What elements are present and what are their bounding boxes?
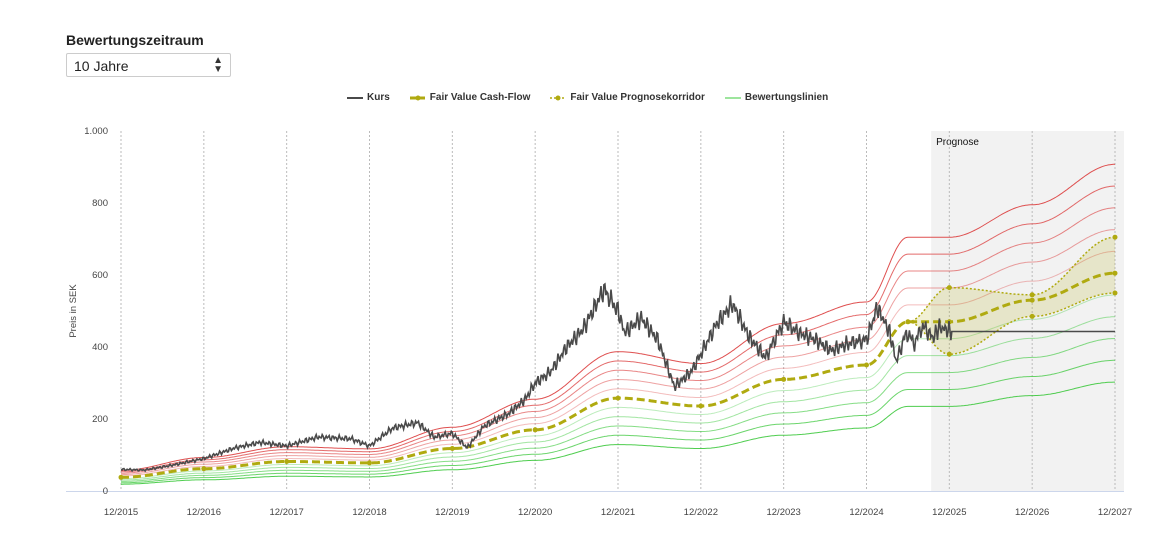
- y-axis-title: Preis in SEK: [68, 284, 79, 338]
- fair-value-point: [201, 466, 207, 472]
- kurs-line-icon: [347, 96, 363, 99]
- corridor-line-icon: [550, 95, 567, 100]
- fair-value-point: [118, 474, 124, 480]
- y-tick-label: 400: [92, 342, 108, 353]
- y-tick-label: 600: [92, 270, 108, 281]
- undervaluation-line: [120, 316, 1115, 481]
- legend-fair-value[interactable]: Fair Value Cash-Flow: [409, 92, 531, 103]
- fair-value-point: [946, 319, 952, 325]
- kurs-line: [120, 282, 1115, 473]
- valuation-line-icon: [724, 96, 741, 99]
- fair-value-point: [1112, 270, 1118, 276]
- x-tick-label: 12/2016: [187, 507, 221, 518]
- corridor-point: [1029, 292, 1035, 298]
- fair-value-line-icon: [409, 95, 426, 100]
- fair-value-point: [284, 458, 290, 464]
- fair-value-line: [121, 271, 1115, 479]
- fair-value-point: [698, 403, 704, 409]
- legend-kurs[interactable]: Kurs: [347, 92, 390, 103]
- legend-label: Bewertungslinien: [744, 92, 829, 103]
- x-tick-label: 12/2018: [352, 507, 386, 518]
- fair-value-point: [449, 446, 455, 452]
- x-tick-label: 12/2017: [269, 507, 303, 518]
- overvaluation-line: [121, 229, 1116, 476]
- select-arrows-icon: ▲ ▼: [213, 55, 223, 75]
- fair-value-point: [615, 395, 621, 401]
- forecast-region: [931, 131, 1124, 491]
- undervaluation-line: [121, 338, 1116, 482]
- fair-value-point: [905, 319, 911, 325]
- corridor-point: [1112, 290, 1118, 296]
- fair-value-point: [864, 362, 869, 368]
- fair-value-point: [532, 427, 538, 433]
- x-tick-label: 12/2019: [435, 507, 469, 518]
- legend-label: Kurs: [367, 92, 390, 103]
- x-tick-label: 12/2020: [518, 507, 552, 518]
- overvaluation-line: [121, 207, 1115, 474]
- x-tick-label: 12/2015: [104, 507, 138, 518]
- corridor-point: [946, 351, 952, 357]
- forecast-label: Prognose: [936, 137, 979, 148]
- x-tick-label: 12/2022: [684, 507, 718, 518]
- corridor-lower-line: [907, 292, 1115, 355]
- corridor-upper-line: [907, 236, 1116, 323]
- y-tick-label: 800: [92, 198, 108, 209]
- corridor-point: [1029, 313, 1035, 319]
- period-select-value: 10 Jahre: [74, 58, 129, 74]
- x-tick-label: 12/2027: [1098, 507, 1132, 518]
- x-tick-label: 12/2023: [766, 507, 800, 518]
- y-tick-label: 200: [92, 414, 108, 425]
- corridor-point: [1112, 234, 1118, 240]
- corridor-area: [907, 237, 1115, 355]
- corridor-point: [946, 285, 952, 291]
- x-tick-label: 12/2021: [601, 507, 635, 518]
- fair-value-point: [367, 460, 372, 466]
- undervaluation-line: [121, 294, 1115, 480]
- overvaluation-line: [120, 250, 1115, 477]
- legend-label: Fair Value Prognosekorridor: [570, 92, 705, 103]
- undervaluation-line: [121, 381, 1115, 485]
- period-select[interactable]: 10 Jahre ▲ ▼: [66, 53, 231, 77]
- overvaluation-line: [121, 185, 1115, 473]
- x-tick-label: 12/2026: [1015, 507, 1049, 518]
- x-tick-label: 12/2024: [849, 507, 883, 518]
- x-tick-label: 12/2025: [932, 507, 966, 518]
- chart-legend: Kurs Fair Value Cash-Flow Fair Value Pro…: [347, 92, 828, 103]
- y-tick-label: 1.000: [84, 126, 108, 137]
- legend-valuation-lines[interactable]: Bewertungslinien: [724, 92, 829, 103]
- legend-label: Fair Value Cash-Flow: [429, 92, 531, 103]
- period-label: Bewertungszeitraum: [66, 32, 204, 48]
- undervaluation-line: [121, 359, 1115, 484]
- y-tick-label: 0: [103, 486, 108, 497]
- fair-value-point: [781, 376, 787, 382]
- overvaluation-line: [121, 163, 1115, 471]
- legend-corridor[interactable]: Fair Value Prognosekorridor: [550, 92, 705, 103]
- fair-value-point: [1029, 297, 1035, 303]
